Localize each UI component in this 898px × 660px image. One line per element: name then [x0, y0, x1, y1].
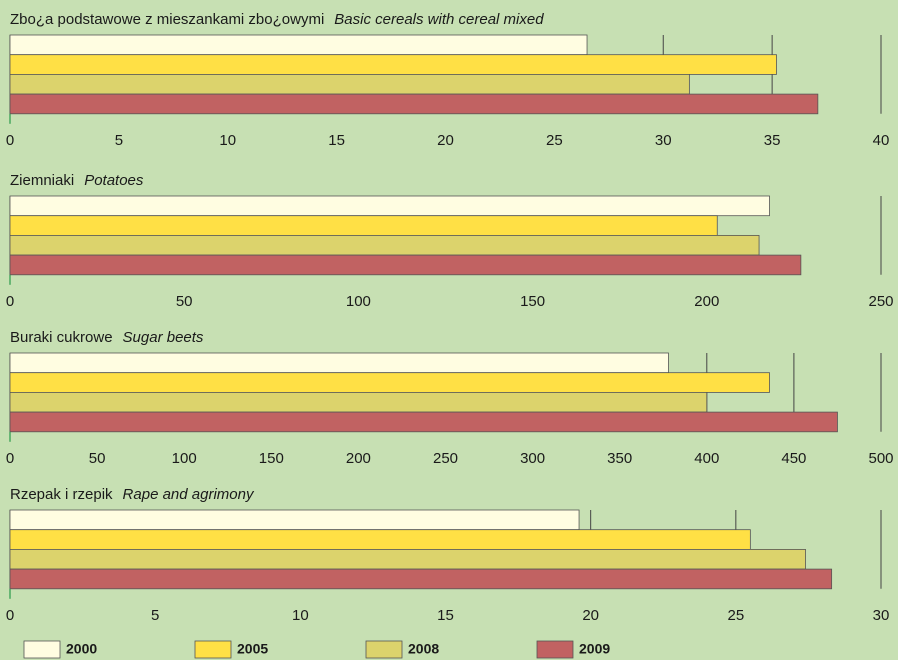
x-tick-label: 200	[694, 293, 719, 310]
subtitle: Sugar beets	[123, 329, 204, 346]
title: Ziemniaki	[10, 172, 74, 189]
bar	[9, 234, 760, 256]
x-tick-label: 15	[437, 607, 454, 624]
x-tick-label: 500	[868, 450, 893, 467]
bar	[9, 195, 770, 217]
legend-label: 2008	[408, 641, 439, 657]
bar	[9, 391, 708, 413]
x-tick-label: 30	[873, 607, 890, 624]
x-tick-label: 10	[292, 607, 309, 624]
bar	[9, 54, 777, 75]
panel-title: Buraki cukrowe Sugar beets	[10, 329, 204, 346]
bar	[9, 352, 669, 374]
subtitle: Basic cereals with cereal mixed	[334, 11, 544, 28]
bar	[9, 529, 751, 550]
x-tick-label: 300	[520, 450, 545, 467]
x-tick-label: 5	[151, 607, 159, 624]
legend-label: 2005	[237, 641, 268, 657]
x-tick-label: 15	[328, 132, 345, 149]
x-tick-label: 0	[6, 293, 14, 310]
bar	[9, 568, 833, 590]
subtitle: Potatoes	[84, 172, 144, 189]
bar	[9, 372, 770, 393]
panel-title: Ziemniaki Potatoes	[10, 172, 144, 189]
x-tick-label: 0	[6, 450, 14, 467]
x-tick-label: 100	[172, 450, 197, 467]
bar	[9, 411, 838, 433]
panel-title: Rzepak i rzepik Rape and agrimony	[10, 486, 255, 503]
x-tick-label: 20	[437, 132, 454, 149]
title: Buraki cukrowe	[10, 329, 113, 346]
x-tick-label: 50	[176, 293, 193, 310]
title: Zbo¿a podstawowe z mieszankami zbo¿owymi	[10, 11, 324, 28]
x-tick-label: 30	[655, 132, 672, 149]
x-tick-label: 200	[346, 450, 371, 467]
legend-swatch	[536, 640, 574, 659]
x-tick-label: 250	[868, 293, 893, 310]
x-tick-label: 150	[520, 293, 545, 310]
bar	[9, 34, 588, 56]
x-tick-label: 40	[873, 132, 890, 149]
bar	[9, 509, 580, 531]
legend-swatch	[194, 640, 232, 659]
legend-label: 2009	[579, 641, 610, 657]
x-tick-label: 250	[433, 450, 458, 467]
bar	[9, 93, 819, 115]
x-tick-label: 400	[694, 450, 719, 467]
x-tick-label: 450	[781, 450, 806, 467]
subtitle: Rape and agrimony	[123, 486, 255, 503]
x-tick-label: 50	[89, 450, 106, 467]
x-tick-label: 20	[582, 607, 599, 624]
legend-swatch	[365, 640, 403, 659]
legend-label: 2000	[66, 641, 97, 657]
x-tick-label: 35	[764, 132, 781, 149]
bar	[9, 215, 718, 236]
x-tick-label: 25	[546, 132, 563, 149]
panel-title: Zbo¿a podstawowe z mieszankami zbo¿owymi…	[10, 11, 544, 28]
x-tick-label: 5	[115, 132, 123, 149]
x-tick-label: 150	[259, 450, 284, 467]
x-tick-label: 25	[727, 607, 744, 624]
x-tick-label: 10	[219, 132, 236, 149]
bar	[9, 254, 802, 276]
x-tick-label: 100	[346, 293, 371, 310]
x-tick-label: 0	[6, 132, 14, 149]
title: Rzepak i rzepik	[10, 486, 113, 503]
x-tick-label: 0	[6, 607, 14, 624]
bar	[9, 549, 806, 570]
x-tick-label: 350	[607, 450, 632, 467]
legend-swatch	[23, 640, 61, 659]
bar	[9, 74, 690, 95]
